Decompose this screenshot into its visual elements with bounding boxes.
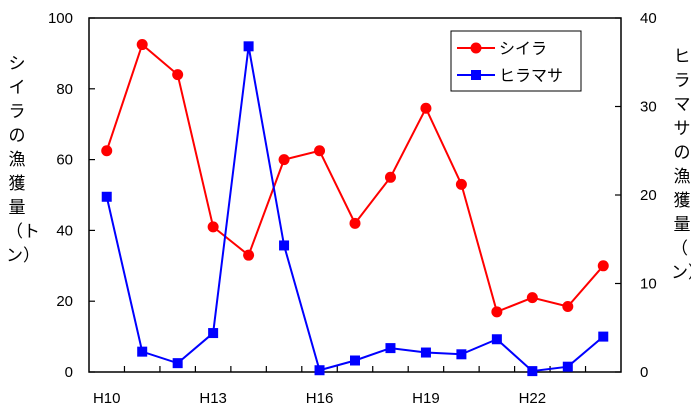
left-axis-ticks: 0 20 40 60 80 100 (48, 10, 95, 381)
legend-label-hiramasa: ヒラマサ (499, 66, 563, 85)
data-point-hiramasa (101, 191, 112, 202)
data-point-shiira (101, 145, 113, 157)
x-axis-ticks: H10 H13 H16 H19 H22 (93, 366, 587, 407)
data-point-hiramasa (172, 358, 183, 369)
data-point-shiira (314, 145, 326, 157)
legend: シイラ ヒラマサ (450, 30, 582, 92)
data-point-hiramasa (527, 366, 538, 377)
data-point-hiramasa (491, 334, 502, 345)
data-point-shiira (526, 292, 538, 304)
data-point-shiira (562, 301, 574, 313)
legend-box (450, 30, 582, 92)
data-point-hiramasa (350, 355, 360, 366)
series-layer (101, 39, 609, 377)
data-point-shiira (207, 221, 219, 233)
x-tick-label: H13 (199, 390, 227, 407)
left-tick-label: 100 (48, 10, 73, 27)
data-point-hiramasa (137, 346, 148, 357)
data-point-hiramasa (243, 41, 254, 52)
x-tick-label: H10 (93, 390, 121, 407)
series-line-hiramasa (105, 46, 604, 373)
data-point-shiira (384, 171, 396, 183)
legend-marker-hiramasa (471, 70, 481, 80)
data-point-shiira (455, 178, 467, 190)
data-point-shiira (420, 102, 432, 114)
left-axis-label: シイラの漁獲量（トン） (6, 54, 40, 266)
data-point-shiira (349, 217, 361, 229)
data-point-shiira (243, 249, 255, 261)
x-tick-label: H16 (306, 390, 334, 407)
right-axis-ticks: 0 10 20 30 40 (615, 10, 657, 381)
x-tick-label: H19 (412, 390, 440, 407)
left-tick-label: 60 (56, 152, 73, 169)
data-point-shiira (172, 69, 184, 81)
right-tick-label: 20 (640, 187, 657, 204)
data-point-shiira (491, 306, 503, 318)
right-tick-label: 30 (640, 99, 657, 116)
data-point-shiira (136, 39, 148, 51)
data-point-shiira (597, 260, 609, 272)
legend-label-shiira: シイラ (499, 39, 547, 58)
legend-marker-shiira (470, 42, 482, 54)
data-point-shiira (278, 154, 290, 166)
left-tick-label: 20 (56, 293, 73, 310)
data-point-hiramasa (420, 347, 431, 358)
data-point-hiramasa (208, 328, 219, 339)
data-point-hiramasa (562, 361, 573, 372)
data-point-hiramasa (314, 365, 325, 376)
data-point-hiramasa (279, 240, 290, 251)
right-tick-label: 10 (640, 276, 657, 293)
left-tick-label: 0 (65, 364, 73, 381)
x-tick-label: H22 (519, 390, 547, 407)
data-point-hiramasa (598, 331, 609, 342)
left-tick-label: 40 (56, 222, 73, 239)
data-point-hiramasa (385, 343, 396, 354)
right-axis-label: ヒラマサの漁獲量（トン） (671, 47, 691, 283)
right-tick-label: 40 (640, 10, 657, 27)
data-point-hiramasa (456, 349, 467, 360)
right-tick-label: 0 (640, 364, 648, 381)
left-tick-label: 80 (56, 81, 73, 98)
